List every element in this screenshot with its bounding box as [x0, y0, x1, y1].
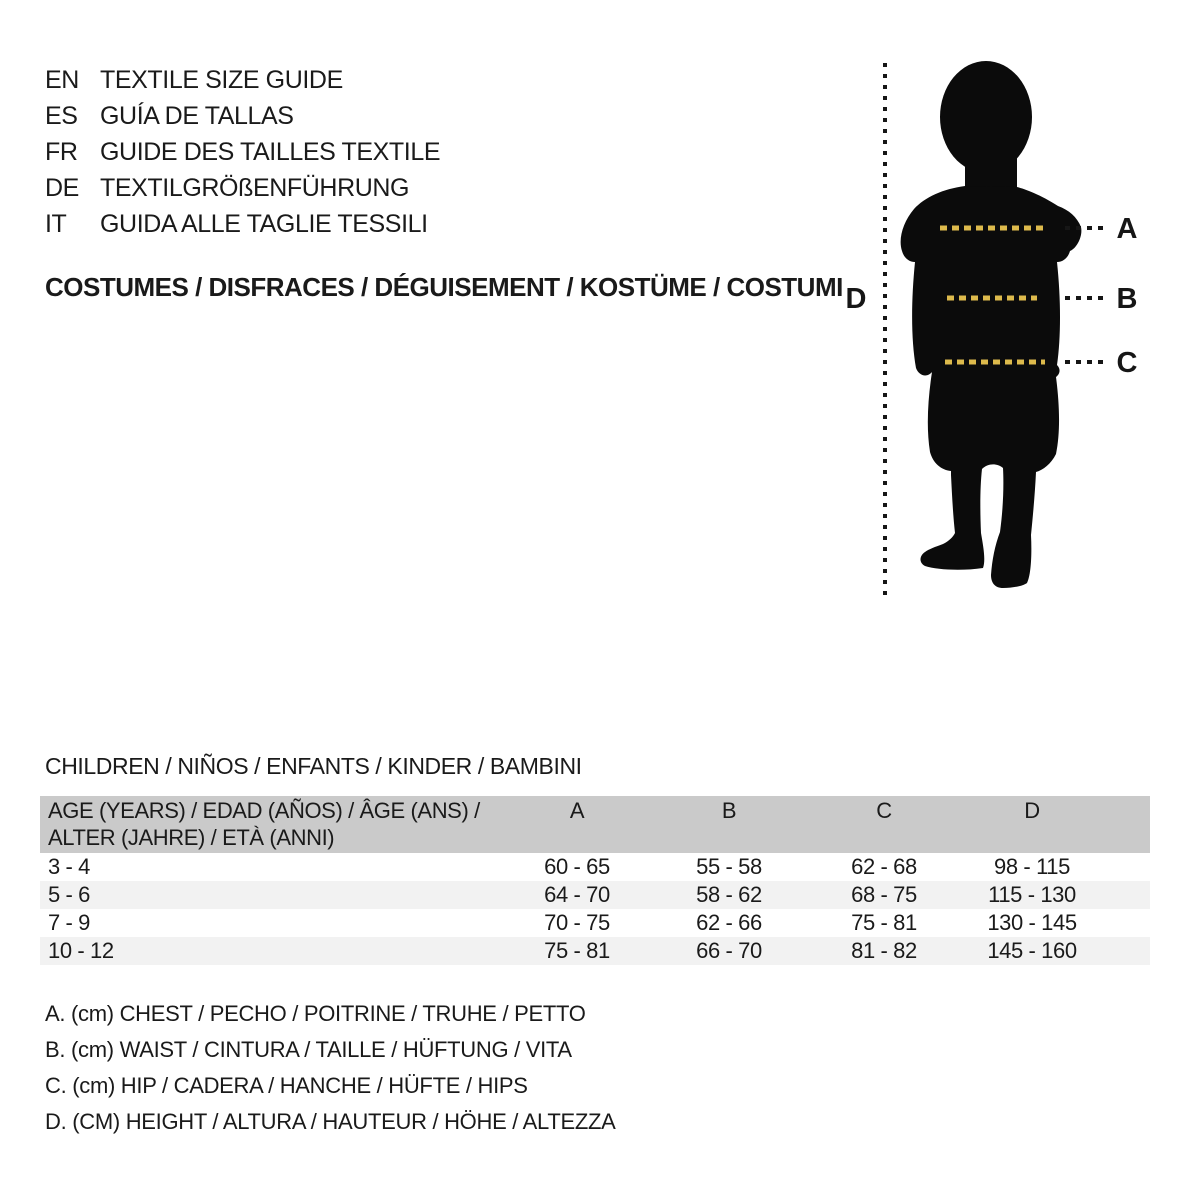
value-cell-b: 58 - 62 [696, 882, 762, 907]
table-row: 10 - 12 75 - 81 66 - 70 81 - 82 145 - 16… [40, 937, 1150, 965]
age-cell: 7 - 9 [48, 910, 91, 935]
table-header-row: AGE (YEARS) / EDAD (AÑOS) / ÂGE (ANS) / … [40, 796, 1150, 853]
language-code: IT [45, 209, 67, 238]
table-row: 3 - 4 60 - 65 55 - 58 62 - 68 98 - 115 [40, 853, 1150, 881]
figure-label-a: A [1117, 213, 1138, 245]
age-cell: 10 - 12 [48, 938, 114, 963]
children-size-table: AGE (YEARS) / EDAD (AÑOS) / ÂGE (ANS) / … [40, 796, 1150, 965]
column-header-b: B [721, 798, 737, 823]
measure-legend: A. (cm) CHEST / PECHO / POITRINE / TRUHE… [45, 996, 616, 1140]
language-label: GUÍA DE TALLAS [100, 101, 294, 130]
language-item-es: ES GUÍA DE TALLAS [45, 98, 605, 134]
table-row: 5 - 6 64 - 70 58 - 62 68 - 75 115 - 130 [40, 881, 1150, 909]
language-item-it: IT GUIDA ALLE TAGLIE TESSILI [45, 206, 605, 242]
value-cell-d: 145 - 160 [987, 938, 1077, 963]
age-cell: 5 - 6 [48, 882, 91, 907]
value-cell-d: 130 - 145 [987, 910, 1077, 935]
language-item-de: DE TEXTILGRÖßENFÜHRUNG [45, 170, 605, 206]
language-code: FR [45, 137, 78, 166]
language-code: EN [45, 65, 79, 94]
value-cell-d: 98 - 115 [994, 854, 1070, 879]
language-label: GUIDA ALLE TAGLIE TESSILI [100, 209, 428, 238]
legend-item-hip: C. (cm) HIP / CADERA / HANCHE / HÜFTE / … [45, 1073, 528, 1098]
value-cell-b: 55 - 58 [696, 854, 762, 879]
measurement-figure-svg: A B C D [846, 61, 1138, 595]
silhouette-head [940, 61, 1032, 173]
language-label: GUIDE DES TAILLES TEXTILE [100, 137, 441, 166]
category-title: COSTUMES / DISFRACES / DÉGUISEMENT / KOS… [45, 272, 843, 302]
value-cell-c: 75 - 81 [851, 910, 917, 935]
language-guide-list: EN TEXTILE SIZE GUIDE ES GUÍA DE TALLAS … [45, 62, 605, 242]
language-label: TEXTILGRÖßENFÜHRUNG [100, 173, 410, 202]
language-code: ES [45, 101, 78, 130]
measurement-figure: A B C D [845, 55, 1145, 600]
language-code: DE [45, 173, 79, 202]
language-item-fr: FR GUIDE DES TAILLES TEXTILE [45, 134, 605, 170]
figure-label-d: D [846, 283, 867, 315]
value-cell-a: 70 - 75 [544, 910, 610, 935]
value-cell-a: 60 - 65 [544, 854, 610, 879]
table-row: 7 - 9 70 - 75 62 - 66 75 - 81 130 - 145 [40, 909, 1150, 937]
figure-label-c: C [1117, 347, 1138, 379]
age-header-line2: ALTER (JAHRE) / ETÀ (ANNI) [48, 825, 335, 850]
value-cell-c: 68 - 75 [851, 882, 917, 907]
language-item-en: EN TEXTILE SIZE GUIDE [45, 62, 605, 98]
legend-item-waist: B. (cm) WAIST / CINTURA / TAILLE / HÜFTU… [45, 1037, 572, 1062]
value-cell-a: 64 - 70 [544, 882, 610, 907]
value-cell-b: 62 - 66 [696, 910, 762, 935]
legend-item-height: D. (CM) HEIGHT / ALTURA / HAUTEUR / HÖHE… [45, 1109, 616, 1134]
child-silhouette [900, 61, 1082, 588]
value-cell-c: 62 - 68 [851, 854, 917, 879]
value-cell-d: 115 - 130 [988, 882, 1076, 907]
column-header-a: A [569, 798, 585, 823]
silhouette-body [900, 186, 1082, 588]
value-cell-c: 81 - 82 [851, 938, 917, 963]
children-section-title: CHILDREN / NIÑOS / ENFANTS / KINDER / BA… [45, 753, 582, 779]
figure-label-b: B [1117, 283, 1138, 315]
column-header-c: C [876, 798, 892, 823]
value-cell-a: 75 - 81 [544, 938, 610, 963]
legend-item-chest: A. (cm) CHEST / PECHO / POITRINE / TRUHE… [45, 1001, 586, 1026]
age-cell: 3 - 4 [48, 854, 91, 879]
column-header-d: D [1024, 798, 1040, 823]
language-label: TEXTILE SIZE GUIDE [100, 65, 343, 94]
value-cell-b: 66 - 70 [696, 938, 762, 963]
age-column-header: AGE (YEARS) / EDAD (AÑOS) / ÂGE (ANS) / … [48, 797, 480, 851]
age-header-line1: AGE (YEARS) / EDAD (AÑOS) / ÂGE (ANS) / [48, 798, 480, 823]
